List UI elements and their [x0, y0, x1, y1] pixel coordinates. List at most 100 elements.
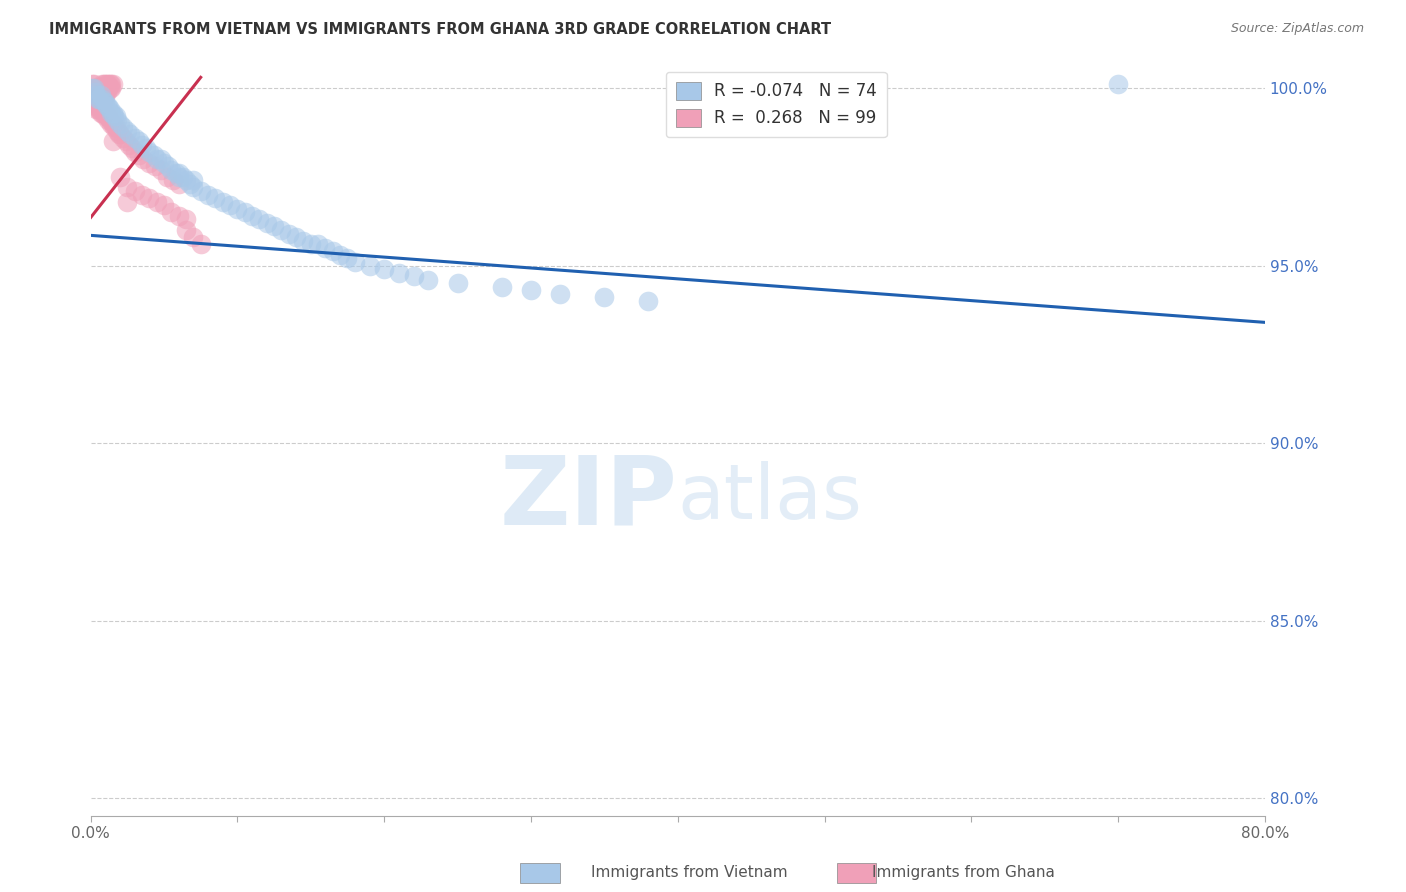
Point — [219, 198, 242, 212]
Point — [336, 252, 359, 266]
Point — [90, 88, 112, 103]
Point — [87, 99, 110, 113]
Point — [90, 92, 112, 106]
Point — [373, 262, 395, 277]
Point — [118, 137, 141, 152]
Point — [138, 155, 160, 169]
Point — [96, 78, 118, 92]
Point — [167, 177, 190, 191]
Point — [1107, 78, 1129, 92]
Point — [249, 212, 271, 227]
Point — [105, 112, 128, 127]
Point — [108, 127, 131, 141]
Point — [86, 95, 108, 110]
Point — [138, 145, 160, 159]
Point — [388, 266, 411, 280]
Point — [402, 269, 425, 284]
Point — [84, 85, 107, 99]
Point — [98, 78, 121, 92]
Point — [94, 95, 117, 110]
Point — [96, 110, 118, 124]
Point — [343, 255, 366, 269]
Point — [162, 173, 184, 187]
Point — [550, 287, 572, 301]
Point — [183, 173, 205, 187]
Point — [93, 78, 115, 92]
Point — [80, 85, 103, 99]
Point — [87, 92, 110, 106]
Point — [285, 230, 308, 244]
Point — [89, 81, 111, 95]
Point — [174, 212, 197, 227]
Point — [183, 180, 205, 194]
Point — [84, 88, 107, 103]
Point — [98, 112, 121, 127]
Point — [84, 92, 107, 106]
Point — [93, 88, 115, 103]
Point — [91, 81, 114, 95]
Point — [190, 237, 212, 252]
Point — [97, 99, 120, 113]
Legend: R = -0.074   N = 74, R =  0.268   N = 99: R = -0.074 N = 74, R = 0.268 N = 99 — [665, 71, 887, 137]
Point — [142, 148, 165, 162]
Point — [83, 92, 105, 106]
Point — [83, 78, 105, 92]
Point — [446, 277, 468, 291]
Point — [105, 123, 128, 137]
Point — [322, 244, 344, 259]
Point — [172, 169, 194, 184]
Point — [100, 78, 122, 92]
Point — [91, 88, 114, 103]
Text: ZIP: ZIP — [501, 451, 678, 545]
Point — [292, 234, 315, 248]
Point — [87, 92, 110, 106]
Point — [593, 291, 616, 305]
Point — [94, 78, 117, 92]
Point — [89, 88, 111, 103]
Point — [145, 194, 167, 209]
Point — [520, 284, 543, 298]
Point — [93, 95, 115, 110]
Point — [226, 202, 249, 216]
Point — [256, 216, 278, 230]
Point — [183, 230, 205, 244]
Text: Source: ZipAtlas.com: Source: ZipAtlas.com — [1230, 22, 1364, 36]
Point — [93, 92, 115, 106]
Point — [131, 187, 153, 202]
Point — [211, 194, 233, 209]
Point — [150, 152, 173, 166]
Point — [84, 81, 107, 95]
Point — [97, 112, 120, 127]
Point — [93, 85, 115, 99]
Point — [90, 88, 112, 103]
Point — [100, 81, 122, 95]
Point — [93, 106, 115, 120]
Point — [197, 187, 219, 202]
Point — [101, 116, 124, 130]
Point — [263, 219, 285, 234]
Point — [103, 120, 125, 134]
Point — [91, 92, 114, 106]
Point — [111, 120, 134, 134]
Point — [84, 95, 107, 110]
Point — [128, 148, 150, 162]
Point — [117, 194, 139, 209]
Point — [270, 223, 292, 237]
Point — [80, 78, 103, 92]
Point — [100, 106, 122, 120]
Point — [87, 103, 110, 117]
Point — [86, 88, 108, 103]
Point — [101, 134, 124, 148]
Point — [167, 169, 190, 184]
Point — [135, 141, 157, 155]
Point — [167, 209, 190, 223]
Point — [98, 103, 121, 117]
Point — [91, 106, 114, 120]
Point — [86, 103, 108, 117]
Point — [277, 227, 299, 241]
Point — [359, 259, 381, 273]
Point — [87, 81, 110, 95]
Point — [86, 92, 108, 106]
Point — [329, 248, 352, 262]
Point — [120, 127, 142, 141]
